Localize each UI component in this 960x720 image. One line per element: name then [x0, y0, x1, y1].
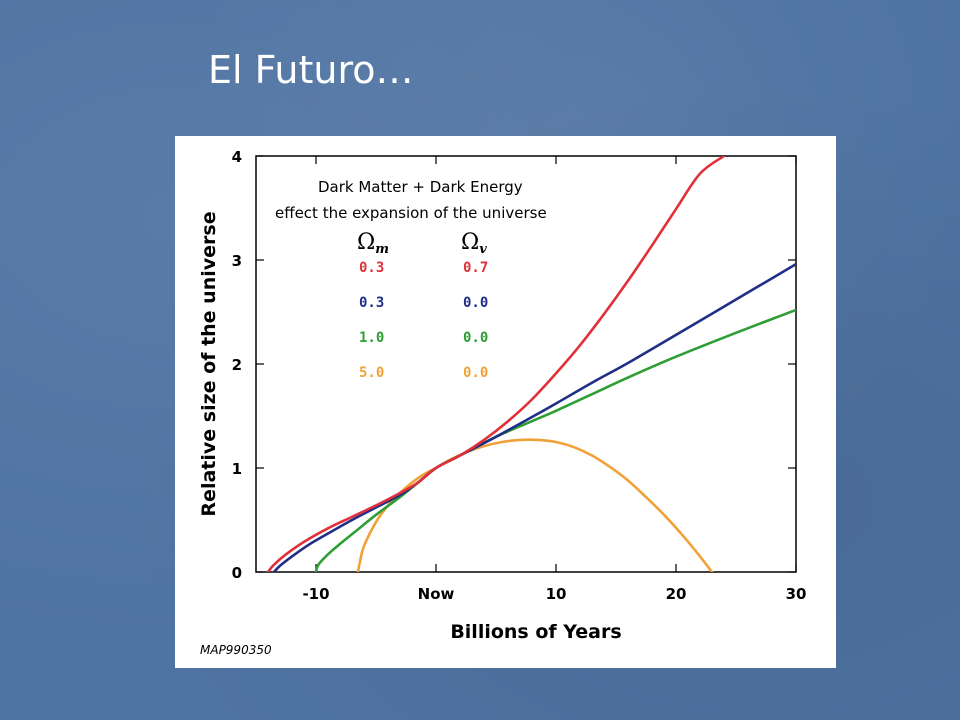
x-axis-title: Billions of Years	[450, 621, 621, 643]
curve-series-0	[266, 156, 726, 572]
y-tick-label-1: 1	[232, 460, 242, 478]
slide-title: El Futuro…	[208, 48, 414, 92]
x-tick-label-0: -10	[302, 585, 329, 603]
curve-series-3	[356, 438, 714, 572]
y-tick-label-2: 2	[232, 356, 242, 374]
legend-omega-v-3: 0.0	[463, 365, 488, 381]
x-tick-label-1: Now	[418, 585, 455, 603]
legend-omega-m-0: 0.3	[359, 260, 384, 276]
curves	[266, 156, 796, 572]
x-tick-label-4: 30	[786, 585, 807, 603]
y-tick-label-4: 4	[232, 148, 242, 166]
x-tick-label-3: 20	[666, 585, 687, 603]
y-tick-label-0: 0	[232, 564, 242, 582]
legend-omega-m-1: 0.3	[359, 295, 384, 311]
universe-expansion-chart: -10 Now 10 20 30 0 1 2 3 4 Dark Matter + Dark Ene…	[198, 148, 807, 657]
legend-header-omega-v: Ωv	[461, 230, 487, 257]
legend-omega-v-1: 0.0	[463, 295, 488, 311]
y-axis-title: Relative size of the universe	[198, 211, 220, 516]
annotation-line-2: effect the expansion of the universe	[275, 204, 547, 222]
x-tick-label-2: 10	[546, 585, 567, 603]
legend-omega-v-2: 0.0	[463, 330, 488, 346]
annotation-line-1: Dark Matter + Dark Energy	[318, 178, 523, 196]
legend-omega-m-3: 5.0	[359, 365, 384, 381]
chart-panel: -10 Now 10 20 30 0 1 2 3 4 Dark Matter + Dark Ene…	[175, 136, 836, 668]
legend-omega-v-0: 0.7	[463, 260, 488, 276]
legend-omega-m-2: 1.0	[359, 330, 384, 346]
axis-ticks: -10 Now 10 20 30 0 1 2 3 4	[232, 148, 807, 603]
y-tick-label-3: 3	[232, 252, 242, 270]
legend: Ωm Ωv 0.3 0.7 0.3 0.0 1.0 0.0 5.0 0.0	[357, 230, 488, 381]
credit-label: MAP990350	[200, 643, 272, 657]
legend-header-omega-m: Ωm	[357, 230, 389, 257]
curve-series-1	[272, 262, 796, 572]
